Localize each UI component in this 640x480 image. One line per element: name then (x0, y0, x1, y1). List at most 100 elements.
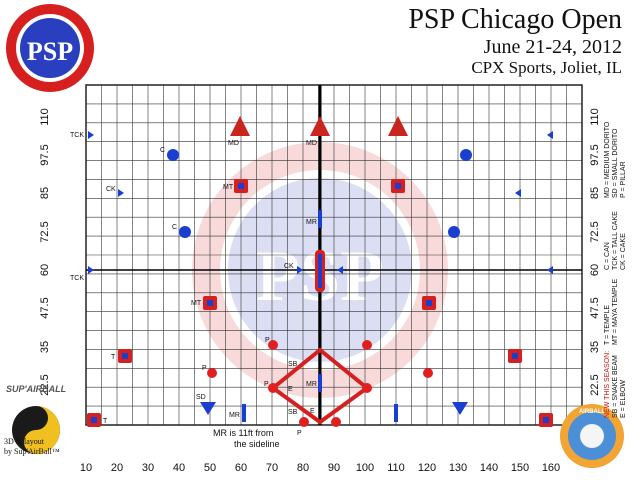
supairball-brand: SUP'AIRBALL (6, 384, 67, 394)
pillar-bunker (423, 368, 433, 378)
temple-bunker (539, 413, 553, 427)
field-note-line1: MR is 11ft from (213, 428, 273, 438)
medium-dorito-bunker (388, 116, 408, 136)
y-axis-tick-label: 72.5 (589, 221, 601, 242)
credit-line-2: by Sup'AirBall™ (4, 447, 60, 456)
can-bunker (179, 226, 191, 238)
page-title: PSP Chicago Open (408, 4, 622, 35)
small-dorito-bunker (452, 402, 468, 415)
field-note: MR is 11ft from the sideline (209, 426, 285, 450)
x-axis-tick-label: 60 (235, 462, 247, 474)
mr-bunker (394, 404, 398, 422)
medium-dorito-bunker (230, 116, 250, 136)
maya-temple-bunker (422, 296, 436, 310)
y-axis-tick-label: 97.5 (589, 144, 601, 165)
pillar-bunker (299, 417, 309, 427)
temple-bunker (508, 349, 522, 363)
bunker-label: SB (288, 409, 298, 416)
temple-bunker (118, 349, 132, 363)
tall-cake-bunker (547, 266, 553, 274)
x-axis-tick-label: 30 (142, 462, 154, 474)
bunker-labels: MD MD C C TCK TCK CK CK MT MT T T SD MR … (70, 132, 317, 437)
bunkers (87, 116, 553, 427)
maya-temple-bunker (391, 179, 405, 193)
credit-line-1: 3D & layout (4, 437, 44, 446)
pillar-bunker (331, 417, 341, 427)
event-venue: CPX Sports, Joliet, IL (471, 58, 622, 77)
mr-bunker (318, 254, 322, 288)
psp-logo-text: PSP (27, 37, 73, 66)
supairball-logo (12, 406, 60, 454)
cake-bunker (337, 266, 343, 274)
temple-bunker (87, 413, 101, 427)
bunker-label: MR (229, 412, 240, 419)
x-axis-tick-label: 140 (480, 462, 498, 474)
bunker-label: MD (228, 140, 239, 147)
y-axis-tick-label: 47.5 (39, 297, 51, 318)
legend-cakes: C = CAN TCK = TALL CAKE CK = CAKE (604, 211, 627, 270)
pillar-bunker (362, 340, 372, 350)
x-axis-tick-label: 100 (356, 462, 374, 474)
x-axis-tick-label: 160 (542, 462, 560, 474)
bunker-label: MT (223, 184, 234, 191)
field-note-line2: the sideline (234, 439, 280, 449)
y-axis-tick-label: 22.5 (589, 374, 601, 395)
bunker-label: T (103, 418, 108, 425)
cake-bunker (118, 189, 124, 197)
title-block: PSP Chicago Open June 21-24, 2012 CPX Sp… (408, 4, 622, 78)
can-bunker (460, 149, 472, 161)
x-axis-tick-label: 70 (266, 462, 278, 474)
mr-bunker (318, 374, 322, 392)
bunker-label: TCK (70, 275, 84, 282)
x-axis-tick-label: 110 (387, 462, 405, 474)
bunker-label: E (310, 408, 315, 415)
y-axis-tick-label: 85 (589, 187, 601, 199)
snake-beam-diamond (271, 347, 369, 425)
x-axis-tick-label: 20 (111, 462, 123, 474)
bunker-label: MR (306, 219, 317, 226)
x-axis-tick-label: 40 (173, 462, 185, 474)
x-axis-tick-label: 90 (328, 462, 340, 474)
x-axis-tick-label: 120 (418, 462, 436, 474)
bunker-label: C (160, 147, 165, 154)
y-axis-tick-label: 35 (39, 341, 51, 353)
bunker-label: SD (196, 394, 206, 401)
tall-cake-bunker (88, 266, 94, 274)
y-axis-tick-label: 110 (589, 108, 601, 126)
airball-badge-text: AIRBALL (579, 409, 606, 415)
y-axis-tick-label: 35 (589, 341, 601, 353)
pillar-bunker (207, 368, 217, 378)
can-bunker (448, 226, 460, 238)
cake-bunker (515, 189, 521, 197)
pillar-bunker (362, 383, 372, 393)
y-axis-tick-label: 47.5 (589, 297, 601, 318)
tall-cake-bunker (547, 131, 553, 139)
tall-cake-bunker (88, 131, 94, 139)
airball-badge: AIRBALL (560, 404, 624, 468)
bunker-label: P (297, 430, 302, 437)
x-axis-tick-label: 150 (511, 462, 529, 474)
small-dorito-bunker (200, 402, 216, 415)
y-axis-tick-label: 97.5 (39, 144, 51, 165)
bunker-label: CK (284, 263, 294, 270)
legend-temples: T = TEMPLE MT = MAYA TEMPLE (604, 278, 619, 345)
pillar-bunker (268, 383, 278, 393)
bunker-label: C (172, 224, 177, 231)
bunker-label: P (265, 337, 270, 344)
x-axis-tick-label: 130 (449, 462, 467, 474)
bunker-label: SB (288, 361, 298, 368)
bunker-label: E (288, 386, 293, 393)
medium-dorito-bunker (310, 116, 330, 136)
mr-bunker (242, 404, 246, 422)
x-axis-labels: 10 20 30 40 50 60 70 80 90 100 110 120 130 140 150 160 (80, 462, 560, 474)
legend-new-title: NEW THIS SEASON: (604, 350, 611, 418)
field-grid (85, 84, 583, 426)
bunker-label: P (202, 365, 207, 372)
y-axis-tick-label: 60 (589, 264, 601, 276)
mr-bunker (318, 210, 322, 228)
maya-temple-bunker (203, 296, 217, 310)
cake-bunker (297, 266, 303, 274)
